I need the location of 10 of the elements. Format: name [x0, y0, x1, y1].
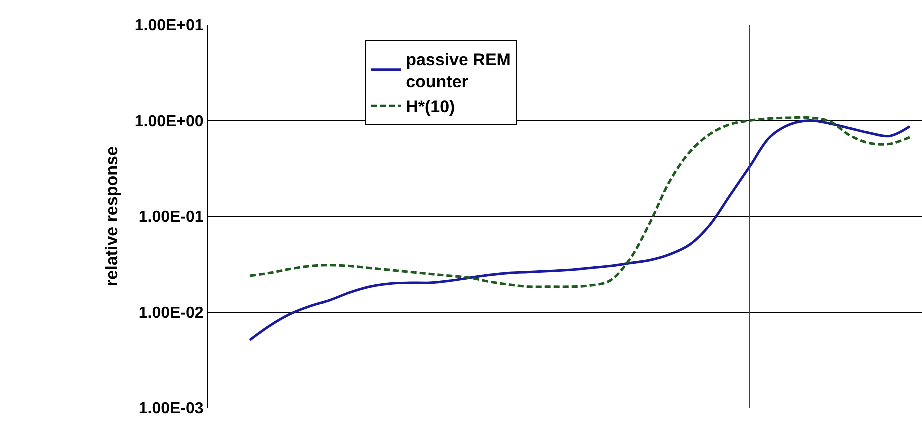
line-series — [248, 116, 912, 288]
y-tick-label: 1.00E-01 — [138, 209, 204, 226]
y-tick-label: 1.00E+01 — [134, 18, 204, 35]
y-tick-label: 1.00E-02 — [138, 304, 204, 322]
y-axis-title: relative response — [102, 146, 122, 286]
y-tick-label: 1.00E-03 — [138, 400, 204, 418]
y-tick-label: 1.00E+00 — [134, 113, 204, 130]
legend-label: passive REM counter — [406, 50, 511, 92]
legend-label: H*(10) — [406, 98, 456, 117]
line-series — [248, 120, 912, 342]
